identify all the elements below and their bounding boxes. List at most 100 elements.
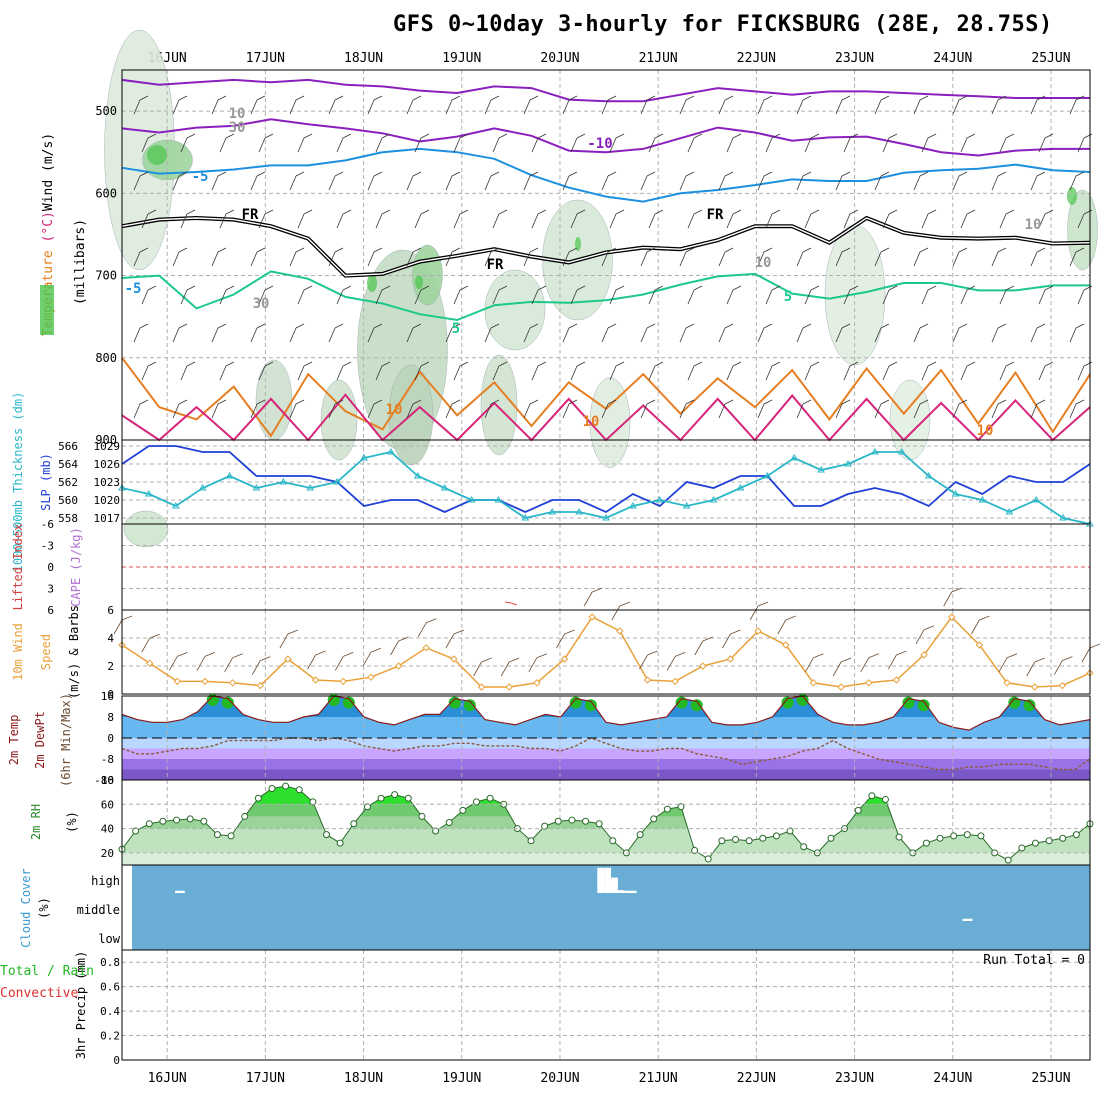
wind-barb xyxy=(687,285,703,305)
wind-barb-10m xyxy=(943,587,962,607)
date-label-top: 24JUN xyxy=(933,51,972,66)
wind-barb xyxy=(874,95,890,115)
date-label-bottom: 22JUN xyxy=(737,1071,776,1086)
date-label-bottom: 19JUN xyxy=(442,1071,481,1086)
cloud-gap xyxy=(597,867,605,893)
rh-marker xyxy=(541,822,549,830)
wind-barb xyxy=(336,361,352,381)
wind-barb xyxy=(219,133,235,153)
rh-ylabel-text: 2m RH xyxy=(29,804,43,840)
wind-barb xyxy=(492,361,508,381)
wind-barb xyxy=(367,95,383,115)
wind-barb xyxy=(258,133,274,153)
wind-barb xyxy=(757,95,773,115)
wind-ylabel-text: 10m Wind xyxy=(11,623,25,681)
temp-tick: 0 xyxy=(107,732,114,745)
rh-marker xyxy=(677,803,685,811)
wind-barb xyxy=(297,133,313,153)
thickness-marker xyxy=(790,454,799,461)
wind-barb-10m xyxy=(749,601,769,621)
wind-barb-10m xyxy=(1081,643,1100,663)
wind-barb xyxy=(913,247,929,267)
wind-barb-10m xyxy=(168,652,188,671)
thickness-tick: 558 xyxy=(58,512,78,525)
temp-peak xyxy=(221,696,234,709)
temp-peak xyxy=(1023,699,1036,712)
wind-barb xyxy=(453,285,469,305)
wind-barb xyxy=(133,323,149,343)
wind-barb-10m xyxy=(915,625,935,644)
wind-barb xyxy=(1030,247,1046,267)
wind-barb xyxy=(219,209,235,229)
wind-barb xyxy=(406,171,422,191)
slp-ylabel: 1000~500mb Thickness (dm) xyxy=(11,392,25,573)
thickness-marker xyxy=(225,472,234,479)
wind-barb xyxy=(531,361,547,381)
wind-frame xyxy=(121,609,1091,695)
thickness-marker xyxy=(252,484,261,491)
wind-barb xyxy=(1069,171,1085,191)
wind-barb xyxy=(289,171,305,191)
temp-tick: 8 xyxy=(107,711,114,724)
li-ylabel: Lifted Index xyxy=(11,524,25,611)
wind-barb xyxy=(687,361,703,381)
thickness-marker xyxy=(333,478,341,485)
rh-marker xyxy=(704,855,712,863)
thickness-marker xyxy=(629,502,637,509)
wind-marker xyxy=(1030,683,1039,691)
wind-barb xyxy=(570,209,586,229)
wind-barb-10m xyxy=(860,653,879,672)
wind-barb xyxy=(180,133,196,153)
wind-barb xyxy=(679,171,695,191)
wind-barb xyxy=(172,399,188,419)
date-label-top: 23JUN xyxy=(835,51,874,66)
temp-band xyxy=(122,738,1090,749)
wind-barb xyxy=(562,95,578,115)
wind-marker xyxy=(782,641,790,649)
wind-barb xyxy=(874,171,890,191)
rh-marker xyxy=(977,832,985,840)
wind-barb xyxy=(726,209,742,229)
wind-barb xyxy=(484,171,500,191)
wind-barb-10m xyxy=(666,652,686,671)
precip-tick: 0.8 xyxy=(100,956,120,969)
wind-barb-10m xyxy=(777,615,796,635)
thickness-marker xyxy=(924,472,933,479)
wind-barb xyxy=(414,209,430,229)
slp-tick: 1020 xyxy=(94,494,121,507)
wind-marker xyxy=(284,655,292,663)
wind-barb xyxy=(921,361,937,381)
wind-marker xyxy=(643,676,652,684)
thickness-marker xyxy=(1059,514,1067,521)
temp-ylabel-text: 2m Temp xyxy=(7,715,21,766)
contour-label: 5 xyxy=(784,289,792,305)
wind-barb xyxy=(991,95,1007,115)
wind-barb xyxy=(570,133,586,153)
wind-barb xyxy=(289,399,305,419)
li-tick: -6 xyxy=(41,518,54,531)
wind-barb xyxy=(913,95,929,115)
rh-marker xyxy=(363,803,371,811)
wind-barb xyxy=(609,285,625,305)
cape-ylabel-text: CAPE (J/kg) xyxy=(69,527,83,606)
date-label-top: 19JUN xyxy=(442,51,481,66)
rh-marker xyxy=(745,837,753,845)
wind-barb-10m xyxy=(611,601,630,621)
rh-marker xyxy=(554,817,562,825)
wind-barb xyxy=(991,171,1007,191)
wind-barb xyxy=(687,133,703,153)
precip-frame xyxy=(121,949,1091,1061)
thickness-marker xyxy=(198,484,207,491)
wind-barb xyxy=(531,285,547,305)
wind-barb xyxy=(726,133,742,153)
wind-barb xyxy=(297,285,313,305)
thickness-tick: 562 xyxy=(58,476,78,489)
temp-tick: -8 xyxy=(101,753,114,766)
temp-peak xyxy=(342,696,355,709)
rh-band xyxy=(122,852,1090,865)
wind-barb xyxy=(172,171,188,191)
contour-label: 10 xyxy=(583,414,600,430)
wind-ylabel-1: Speed xyxy=(39,634,53,670)
slp-tick: 1023 xyxy=(94,476,121,489)
